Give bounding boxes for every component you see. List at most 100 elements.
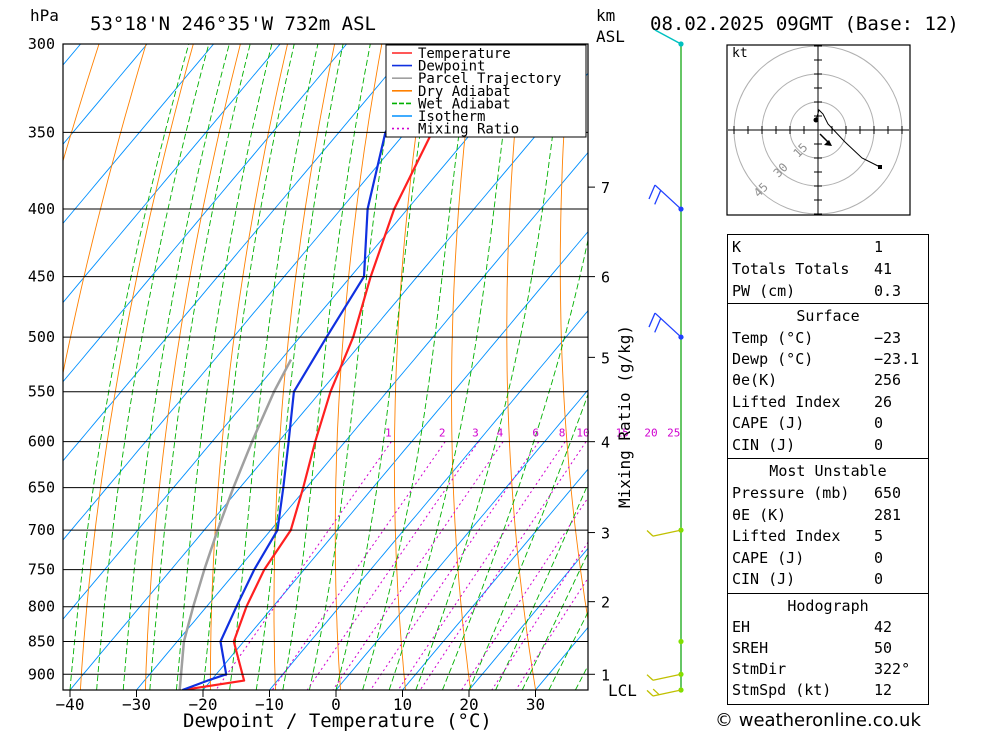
- temperature-line: [182, 44, 560, 690]
- index-key: Totals Totals: [732, 260, 850, 278]
- wind-level-dot: [678, 41, 684, 47]
- dry-adiabat-line: [63, 44, 147, 376]
- pressure-tick-label: 600: [28, 433, 55, 451]
- isotherm-line: [534, 626, 588, 690]
- mu-value: 0: [874, 549, 884, 567]
- isotherm-line: [401, 468, 588, 690]
- mu-key: CAPE (J): [732, 549, 805, 567]
- temperature-axis: −40 −30 −20 −10 0 10 20 30: [56, 690, 545, 714]
- pressure-tick-label: 900: [28, 665, 55, 683]
- hodograph-table-title: Hodograph: [787, 597, 869, 615]
- hodo-key: SREH: [732, 639, 769, 657]
- temperature-tick-label: −10: [255, 695, 284, 714]
- mu-row: CAPE (J) 0: [732, 548, 924, 569]
- isotherm-line: [63, 44, 281, 304]
- surface-value: 26: [874, 393, 893, 411]
- mu-row: Pressure (mb) 650: [732, 483, 924, 504]
- legend-label: Wet Adiabat: [418, 96, 511, 112]
- wind-barb-staff: [654, 312, 682, 338]
- temperature-tick-label: 30: [526, 695, 545, 714]
- hodo-value: 12: [874, 681, 893, 699]
- km-axis: 1 2 3 4 5 6 7: [588, 179, 610, 684]
- temperature-tick-label: 20: [459, 695, 478, 714]
- mixing-ratio-line: [491, 541, 588, 690]
- pressure-tick-label: 400: [28, 200, 55, 218]
- hodo-row: StmSpd (kt) 12: [732, 680, 924, 701]
- hodograph-end-marker: [878, 165, 882, 169]
- wet-adiabat-line: [96, 44, 210, 690]
- plot-frame: [62, 43, 589, 691]
- mixing-ratio-line: [397, 441, 566, 690]
- location-title: 53°18'N 246°35'W 732m ASL: [90, 13, 376, 35]
- wet-adiabat-line: [335, 44, 434, 690]
- surface-row: Temp (°C) −23: [732, 328, 924, 349]
- km-tick-label: 4: [601, 434, 610, 452]
- mu-value: 650: [874, 484, 902, 502]
- legend-label: Parcel Trajectory: [418, 71, 561, 87]
- surface-row: CAPE (J) 0: [732, 413, 924, 434]
- surface-value: −23: [874, 329, 902, 347]
- surface-key: CAPE (J): [732, 414, 805, 432]
- temperature-tick-label: 0: [331, 695, 341, 714]
- most-unstable-title: Most Unstable: [769, 462, 887, 480]
- hodo-key: StmDir: [732, 660, 787, 678]
- dry-adiabat-line: [559, 44, 588, 623]
- pressure-tick-label: 500: [28, 328, 55, 346]
- mixing-ratio-axis-title: Mixing Ratio (g/kg): [615, 325, 634, 508]
- most-unstable-table: Most Unstable Pressure (mb) 650 θE (K) 281…: [727, 458, 929, 594]
- mixing-ratio-line: [215, 441, 392, 690]
- hodo-value: 322°: [874, 660, 911, 678]
- mixing-ratio-line: [332, 441, 504, 690]
- index-row-pw: PW (cm) 0.3: [732, 281, 924, 302]
- wet-adiabat-line: [441, 237, 588, 690]
- hodograph-trace: [815, 109, 881, 168]
- pressure-axis: 300 350 400 450 500 550 600 650 700 750 800 850 900: [28, 35, 55, 683]
- km-tick-label: 2: [601, 594, 610, 612]
- wind-barb-flag: [652, 688, 660, 696]
- legend-label: Mixing Ratio: [418, 122, 519, 138]
- surface-key: CIN (J): [732, 436, 796, 454]
- surface-key: Lifted Index: [732, 393, 841, 411]
- km-tick-label: 3: [601, 525, 610, 543]
- surface-table: Surface Temp (°C) −23 Dewp (°C) −23.1 θe(K…: [727, 303, 929, 459]
- wet-adiabat-line: [282, 44, 371, 690]
- temperature-tick-label: −30: [122, 695, 151, 714]
- surface-key: θe(K): [732, 371, 778, 389]
- hodo-row: EH 42: [732, 617, 924, 638]
- hodo-row: StmDir 322°: [732, 659, 924, 680]
- mixing-ratio-line: [271, 441, 446, 690]
- legend-label: Dry Adiabat: [418, 84, 511, 100]
- hodograph-table: Hodograph EH 42 SREH 50 StmDir 322° StmSpd …: [727, 593, 929, 705]
- hodo-row: SREH 50: [732, 638, 924, 659]
- dry-adiabat-line: [506, 44, 537, 690]
- copyright: © weatheronline.co.uk: [715, 710, 921, 731]
- km-tick-label: 1: [601, 666, 610, 684]
- isotherm-line: [63, 44, 348, 383]
- wet-adiabat-line: [175, 44, 273, 690]
- mu-key: Pressure (mb): [732, 484, 850, 502]
- dry-adiabat-line: [273, 44, 336, 690]
- dry-adiabat-line: [393, 44, 430, 690]
- dry-adiabat-line: [946, 25, 1000, 700]
- surface-value: 0: [874, 414, 884, 432]
- asl-label: ASL: [596, 27, 625, 46]
- storm-motion-arrowhead: [824, 140, 832, 146]
- mixing-ratio-label: 4: [497, 427, 504, 440]
- isotherm-line: [63, 44, 148, 145]
- dry-adiabat-line: [79, 44, 194, 690]
- wet-adiabat-line: [388, 44, 515, 690]
- wet-adiabat-line: [202, 44, 295, 690]
- background-lines: [63, 25, 1000, 700]
- surface-row: Lifted Index 26: [732, 392, 924, 413]
- pressure-tick-label: 700: [28, 521, 55, 539]
- index-row-tt: Totals Totals 41: [732, 259, 924, 280]
- mu-row: Lifted Index 5: [732, 526, 924, 547]
- mu-row: θE (K) 281: [732, 505, 924, 526]
- dry-adiabat-line: [451, 44, 477, 690]
- wind-barb-flag: [648, 312, 656, 328]
- wind-level-dot: [678, 638, 684, 645]
- dry-adiabat-line: [662, 25, 733, 700]
